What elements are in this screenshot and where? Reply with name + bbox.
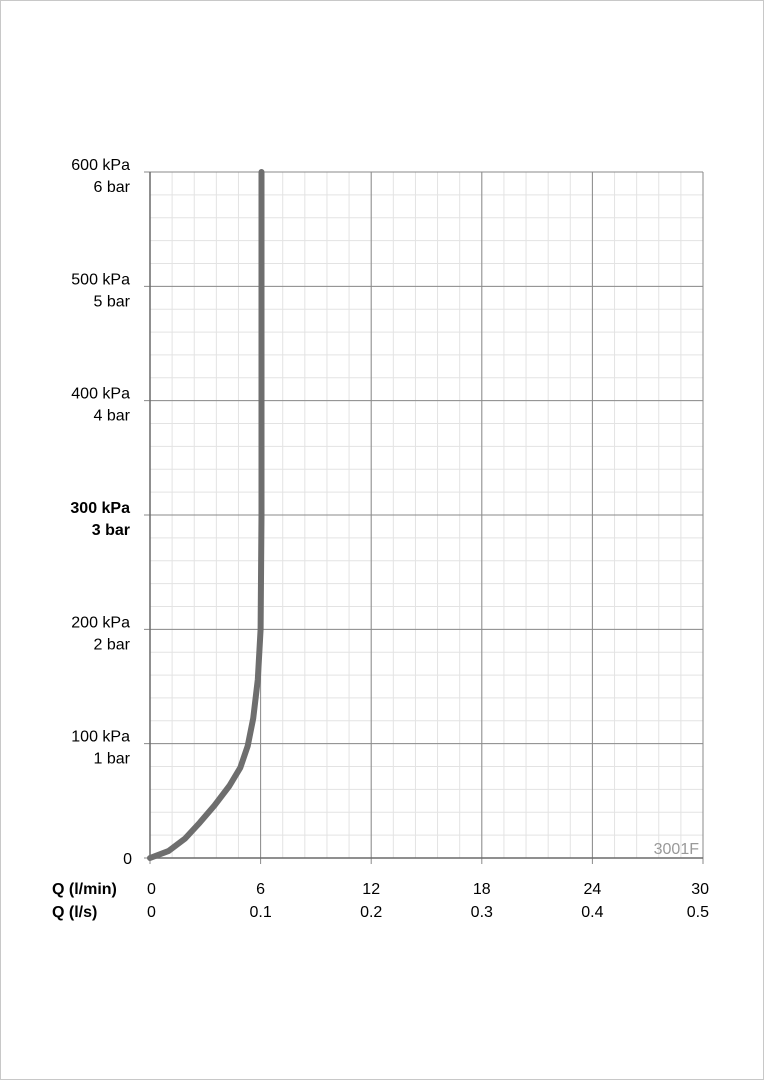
y-tick-label-kpa: 400 kPa: [71, 386, 130, 403]
y-tick-label-kpa: 200 kPa: [71, 614, 130, 631]
y-tick-label-kpa: 100 kPa: [71, 729, 130, 746]
watermark-label: 3001F: [654, 841, 700, 858]
x-tick-label-primary: 30: [691, 881, 709, 898]
x-tick-label-secondary: 0.2: [360, 904, 382, 921]
y-tick-label-kpa: 500 kPa: [71, 271, 130, 288]
x-tick-label-secondary: 0.4: [581, 904, 603, 921]
series-line-0: [147, 169, 265, 861]
x-tick-label-secondary: 0.5: [687, 904, 709, 921]
y-tick-label-kpa: 600 kPa: [71, 157, 130, 174]
x-axis-label-primary: Q (l/min): [52, 881, 117, 898]
x-tick-label-primary: 24: [584, 881, 602, 898]
x-tick-label-primary: 6: [256, 881, 265, 898]
x-tick-label-primary: 18: [473, 881, 491, 898]
y-tick-label-kpa: 300 kPa: [70, 500, 130, 517]
x-tick-label-primary: 12: [362, 881, 380, 898]
x-tick-label-secondary: 0.3: [471, 904, 493, 921]
x-tick-label-secondary: 0.1: [249, 904, 271, 921]
x-tick-label-secondary: 0: [147, 904, 156, 921]
y-tick-label-bar: 4 bar: [94, 408, 131, 425]
y-tick-label-kpa: 0: [123, 851, 132, 868]
y-tick-label-bar: 6 bar: [94, 179, 131, 196]
y-tick-label-bar: 2 bar: [94, 636, 131, 653]
x-axis-label-secondary: Q (l/s): [52, 904, 97, 921]
x-tick-label-primary: 0: [147, 881, 156, 898]
y-tick-label-bar: 3 bar: [92, 522, 130, 539]
y-tick-label-bar: 1 bar: [94, 751, 131, 768]
y-tick-label-bar: 5 bar: [94, 293, 131, 310]
